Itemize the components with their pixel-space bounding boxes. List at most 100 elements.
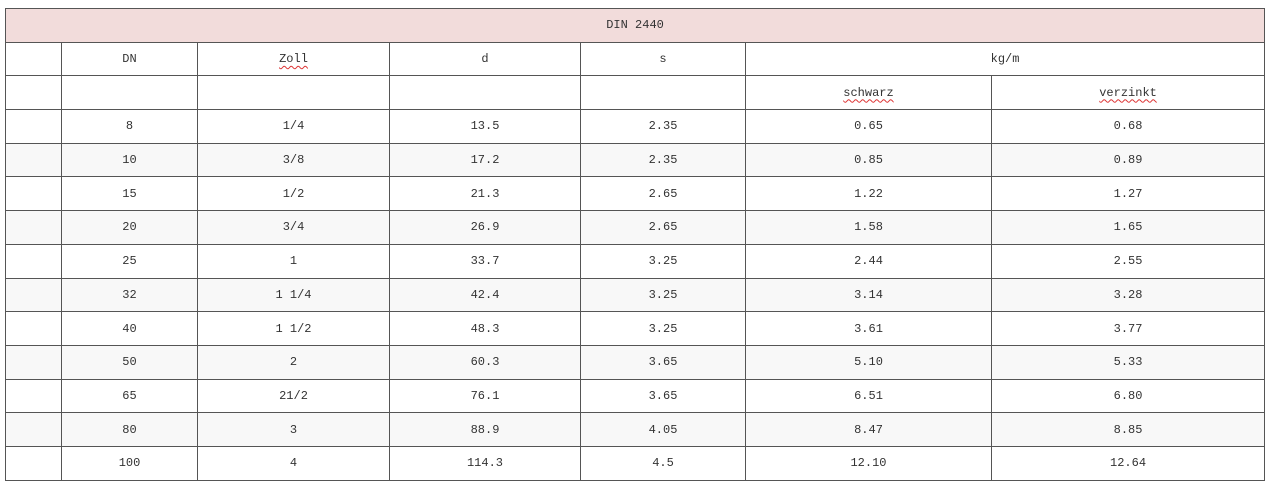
data-cell: 6.80	[990, 378, 1266, 414]
data-row: 50 2 60.3 3.65 5.10 5.33	[5, 344, 1266, 380]
data-cell: 76.1	[389, 378, 581, 414]
data-cell: 2.65	[580, 210, 746, 245]
data-cell: 1	[197, 243, 390, 279]
column-header: Zoll	[197, 41, 390, 77]
data-cell: 3.25	[580, 277, 746, 313]
data-cell: 4.5	[580, 445, 746, 481]
data-cell: 114.3	[389, 445, 581, 481]
table-title: DIN 2440	[4, 8, 1266, 43]
data-cell: 88.9	[389, 412, 581, 447]
data-cell: 8	[61, 109, 198, 144]
data-row: 80 3 88.9 4.05 8.47 8.85	[5, 412, 1266, 447]
empty-cell	[5, 412, 62, 447]
data-row: 15 1/2 21.3 2.65 1.22 1.27	[5, 176, 1266, 212]
data-cell: 1.65	[990, 210, 1266, 245]
empty-cell	[5, 445, 62, 481]
data-row: 10 3/8 17.2 2.35 0.85 0.89	[5, 142, 1266, 178]
data-cell: 21/2	[197, 378, 390, 414]
subcolumn-header: verzinkt	[990, 75, 1266, 111]
data-row: 40 1 1/2 48.3 3.25 3.61 3.77	[5, 311, 1266, 346]
header-row: DN Zoll d s kg/m	[5, 41, 1266, 77]
data-cell: 3.65	[580, 344, 746, 380]
data-cell: 3.77	[990, 311, 1266, 346]
data-cell: 50	[61, 344, 198, 380]
data-cell: 48.3	[389, 311, 581, 346]
data-row: 65 21/2 76.1 3.65 6.51 6.80	[5, 378, 1266, 414]
data-cell: 6.51	[745, 378, 992, 414]
empty-cell	[5, 142, 62, 178]
column-header: DN	[61, 41, 198, 77]
data-cell: 3.14	[745, 277, 992, 313]
data-cell: 1 1/2	[197, 311, 390, 346]
column-header: d	[389, 41, 581, 77]
empty-cell	[5, 378, 62, 414]
data-cell: 8.47	[745, 412, 992, 447]
data-cell: 15	[61, 176, 198, 212]
data-cell: 0.68	[990, 109, 1266, 144]
data-cell: 1.58	[745, 210, 992, 245]
data-cell: 10	[61, 142, 198, 178]
subcolumn-header-text: verzinkt	[1099, 85, 1157, 100]
empty-cell	[5, 243, 62, 279]
data-cell: 40	[61, 311, 198, 346]
data-row: 100 4 114.3 4.5 12.10 12.64	[5, 445, 1266, 481]
empty-cell	[5, 344, 62, 380]
title-row: DIN 2440	[4, 8, 1266, 43]
data-cell: 2	[197, 344, 390, 380]
data-cell: 60.3	[389, 344, 581, 380]
data-cell: 3.28	[990, 277, 1266, 313]
empty-cell	[5, 311, 62, 346]
subcolumn-header: schwarz	[745, 75, 992, 111]
data-cell: 1 1/4	[197, 277, 390, 313]
data-cell: 21.3	[389, 176, 581, 212]
empty-cell	[5, 75, 62, 111]
empty-cell	[5, 176, 62, 212]
data-cell: 1/4	[197, 109, 390, 144]
data-cell: 20	[61, 210, 198, 245]
data-cell: 0.65	[745, 109, 992, 144]
data-cell: 1/2	[197, 176, 390, 212]
subcolumn-header-text: schwarz	[843, 85, 894, 100]
data-cell: 2.35	[580, 142, 746, 178]
data-cell: 5.10	[745, 344, 992, 380]
data-cell: 2.44	[745, 243, 992, 279]
data-cell: 4	[197, 445, 390, 481]
empty-cell	[5, 41, 62, 77]
column-header-text: Zoll	[279, 52, 308, 67]
data-table: DIN 2440 DN Zoll d s kg/m schwarz verzin…	[4, 8, 1266, 481]
data-cell: 4.05	[580, 412, 746, 447]
data-cell: 5.33	[990, 344, 1266, 380]
data-cell: 3.25	[580, 243, 746, 279]
data-cell: 12.10	[745, 445, 992, 481]
data-cell: 3	[197, 412, 390, 447]
subheader-row: schwarz verzinkt	[5, 75, 1266, 111]
column-header: kg/m	[744, 41, 1266, 77]
data-cell: 26.9	[389, 210, 581, 245]
data-cell: 2.55	[990, 243, 1266, 279]
data-cell: 8.85	[990, 412, 1266, 447]
data-cell: 42.4	[389, 277, 581, 313]
data-cell: 0.89	[990, 142, 1266, 178]
data-row: 20 3/4 26.9 2.65 1.58 1.65	[5, 210, 1266, 245]
data-row: 32 1 1/4 42.4 3.25 3.14 3.28	[5, 277, 1266, 313]
data-cell: 25	[61, 243, 198, 279]
data-cell: 32	[61, 277, 198, 313]
data-row: 8 1/4 13.5 2.35 0.65 0.68	[5, 109, 1266, 144]
data-cell: 3.25	[580, 311, 746, 346]
data-cell: 3.61	[745, 311, 992, 346]
data-cell: 17.2	[389, 142, 581, 178]
data-cell: 100	[61, 445, 198, 481]
data-cell: 3.65	[580, 378, 746, 414]
empty-cell	[5, 277, 62, 313]
empty-cell	[5, 210, 62, 245]
data-cell: 3/8	[197, 142, 390, 178]
data-cell: 65	[61, 378, 198, 414]
empty-cell	[580, 75, 746, 111]
data-cell: 80	[61, 412, 198, 447]
data-cell: 1.22	[745, 176, 992, 212]
empty-cell	[5, 109, 62, 144]
empty-cell	[197, 75, 390, 111]
data-cell: 0.85	[745, 142, 992, 178]
data-cell: 12.64	[990, 445, 1266, 481]
